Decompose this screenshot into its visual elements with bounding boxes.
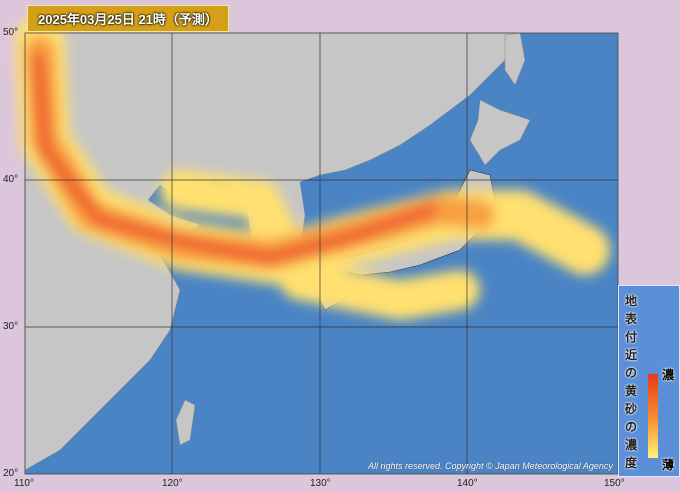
lon-tick: 130° xyxy=(310,478,331,489)
lon-tick: 120° xyxy=(162,478,183,489)
legend-low-label: 薄 xyxy=(662,458,675,472)
forecast-datetime-title: 2025年03月25日 21時（予測） xyxy=(27,5,229,32)
lon-tick: 150° xyxy=(604,478,625,489)
hokkaido xyxy=(469,99,531,166)
copyright-notice: All rights reserved. Copyright © Japan M… xyxy=(368,461,613,471)
lat-tick: 20° xyxy=(3,468,19,479)
lat-tick: 40° xyxy=(3,174,19,185)
graticule xyxy=(25,33,618,474)
lat-tick: 30° xyxy=(3,321,19,332)
lon-tick: 110° xyxy=(14,478,34,489)
lon-tick: 140° xyxy=(457,478,478,489)
legend-high-label: 濃 xyxy=(662,368,675,382)
taiwan xyxy=(175,399,196,446)
dust-plume xyxy=(15,15,610,320)
legend-title: 地表付近の黄砂の濃度 xyxy=(625,294,638,470)
concentration-legend: 地表付近の黄砂の濃度 濃 薄 xyxy=(618,285,680,477)
legend-color-bar xyxy=(648,374,658,458)
lat-tick: 50° xyxy=(3,27,19,38)
